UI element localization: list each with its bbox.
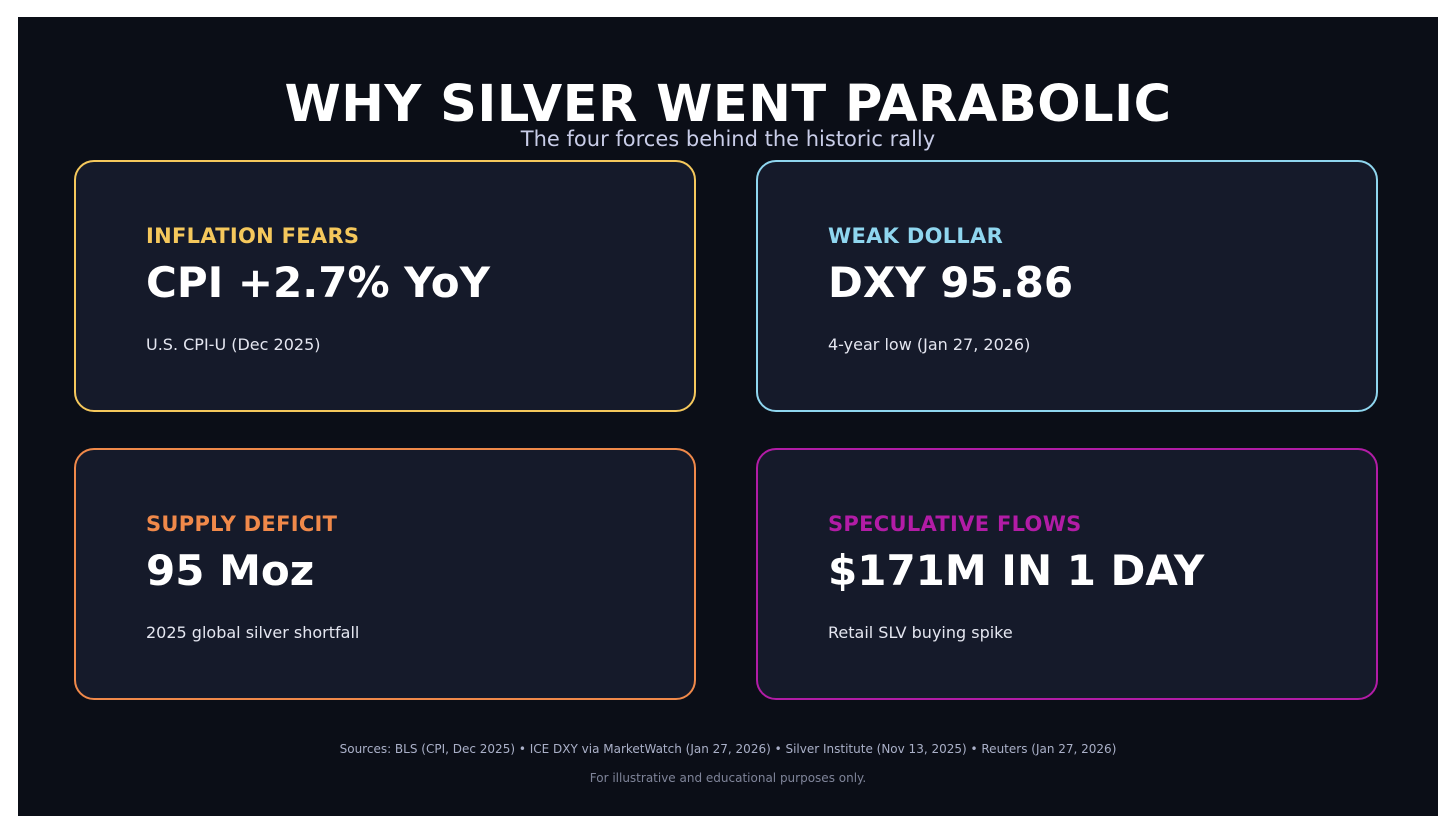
sources-footnote: Sources: BLS (CPI, Dec 2025) • ICE DXY v… [339, 742, 1117, 756]
infographic-panel: WHY SILVER WENT PARABOLIC The four force… [18, 17, 1438, 816]
card-label: SPECULATIVE FLOWS [828, 512, 1082, 536]
page-subtitle: The four forces behind the historic rall… [520, 127, 936, 151]
card-label: INFLATION FEARS [146, 224, 360, 248]
card-note: Retail SLV buying spike [828, 623, 1013, 642]
card-note: 2025 global silver shortfall [146, 623, 360, 642]
card-value: DXY 95.86 [828, 258, 1074, 307]
card-weak-dollar: WEAK DOLLAR DXY 95.86 4-year low (Jan 27… [756, 160, 1378, 412]
card-value: 95 Moz [146, 546, 315, 595]
card-speculative-flows: SPECULATIVE FLOWS $171M IN 1 DAY Retail … [756, 448, 1378, 700]
disclaimer-footnote: For illustrative and educational purpose… [589, 771, 867, 785]
card-note: 4-year low (Jan 27, 2026) [828, 335, 1031, 354]
card-label: WEAK DOLLAR [828, 224, 1004, 248]
page-title: WHY SILVER WENT PARABOLIC [284, 75, 1172, 134]
card-note: U.S. CPI-U (Dec 2025) [146, 335, 321, 354]
card-inflation-fears: INFLATION FEARS CPI +2.7% YoY U.S. CPI-U… [74, 160, 696, 412]
card-value: CPI +2.7% YoY [146, 258, 490, 307]
card-supply-deficit: SUPPLY DEFICIT 95 Moz 2025 global silver… [74, 448, 696, 700]
card-label: SUPPLY DEFICIT [146, 512, 338, 536]
card-value: $171M IN 1 DAY [828, 546, 1205, 595]
